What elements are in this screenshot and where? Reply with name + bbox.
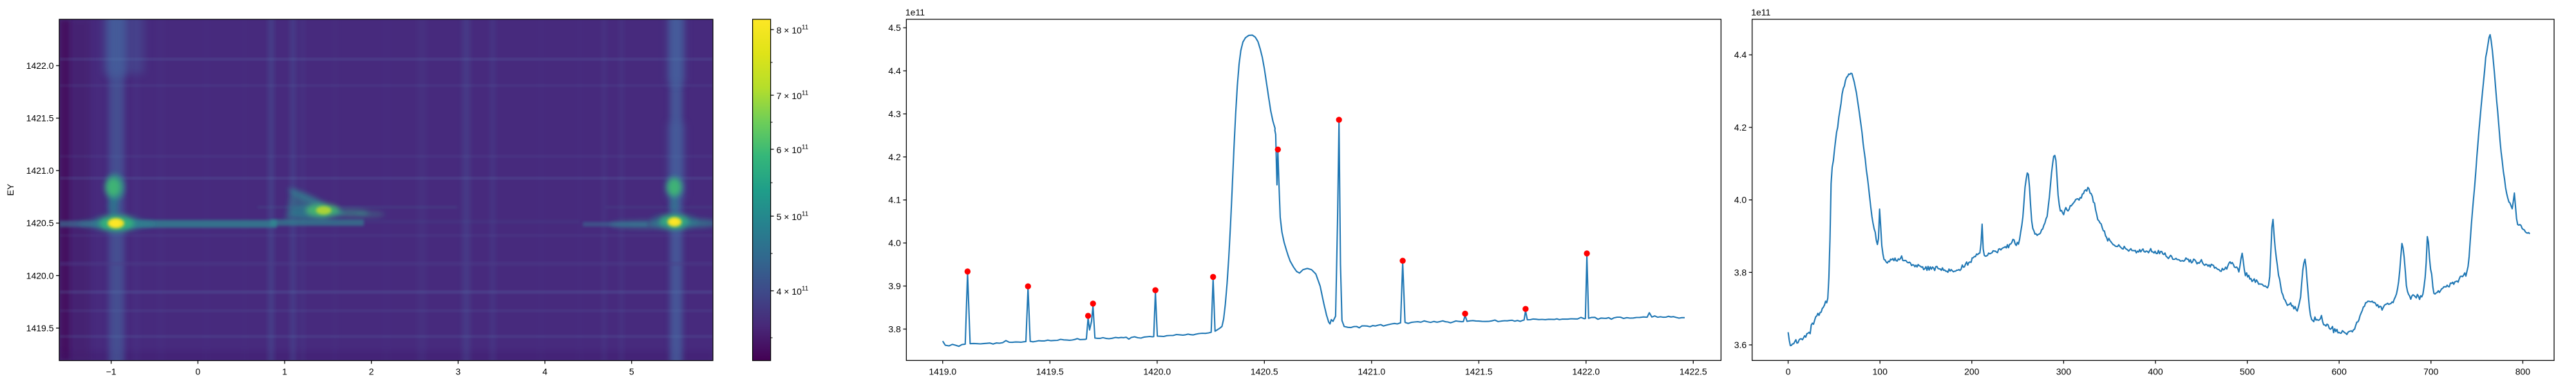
svg-text:5 × 1011: 5 × 1011 [777, 211, 809, 223]
svg-text:3: 3 [456, 367, 461, 377]
svg-text:−1: −1 [106, 367, 117, 377]
svg-text:600: 600 [2332, 366, 2347, 376]
svg-text:1e11: 1e11 [905, 7, 925, 17]
svg-text:2: 2 [369, 367, 374, 377]
svg-text:700: 700 [2423, 366, 2439, 376]
svg-text:1e11: 1e11 [1751, 7, 1770, 17]
svg-text:8 × 1011: 8 × 1011 [777, 24, 809, 36]
svg-text:1420.5: 1420.5 [1251, 366, 1278, 376]
svg-text:300: 300 [2056, 366, 2072, 376]
svg-text:1421.5: 1421.5 [26, 113, 54, 124]
svg-text:EY: EY [5, 183, 15, 196]
svg-text:4.4: 4.4 [888, 66, 901, 76]
svg-text:6 × 1011: 6 × 1011 [777, 144, 809, 156]
svg-text:4.1: 4.1 [888, 195, 901, 205]
svg-text:3.9: 3.9 [888, 281, 901, 291]
svg-text:4.4: 4.4 [1734, 50, 1747, 60]
svg-text:3.6: 3.6 [1734, 340, 1747, 350]
svg-text:0: 0 [195, 367, 200, 377]
svg-text:1421.5: 1421.5 [1465, 366, 1493, 376]
svg-text:4.2: 4.2 [1734, 122, 1747, 133]
svg-text:4.3: 4.3 [888, 109, 901, 119]
svg-text:4.0: 4.0 [888, 238, 901, 248]
svg-text:1420.0: 1420.0 [1143, 366, 1171, 376]
svg-text:1419.5: 1419.5 [1036, 366, 1064, 376]
svg-text:5: 5 [629, 367, 634, 377]
svg-text:1420.0: 1420.0 [26, 270, 54, 280]
svg-text:4.5: 4.5 [888, 23, 901, 33]
svg-text:3.8: 3.8 [1734, 267, 1747, 277]
svg-text:1422.5: 1422.5 [1680, 366, 1707, 376]
svg-text:1421.0: 1421.0 [26, 165, 54, 176]
svg-text:4.2: 4.2 [888, 152, 901, 162]
svg-text:500: 500 [2240, 366, 2255, 376]
svg-text:0: 0 [1786, 366, 1791, 376]
svg-text:4.0: 4.0 [1734, 195, 1747, 205]
svg-text:400: 400 [2148, 366, 2163, 376]
svg-text:4 × 1011: 4 × 1011 [777, 286, 809, 297]
svg-text:1421.0: 1421.0 [1358, 366, 1385, 376]
svg-text:1422.0: 1422.0 [1572, 366, 1600, 376]
svg-text:1: 1 [282, 367, 287, 377]
svg-text:100: 100 [1873, 366, 1888, 376]
svg-text:3.8: 3.8 [888, 324, 901, 334]
svg-text:800: 800 [2515, 366, 2531, 376]
svg-text:1422.0: 1422.0 [26, 60, 54, 71]
svg-text:1419.0: 1419.0 [929, 366, 956, 376]
svg-text:4: 4 [542, 367, 547, 377]
svg-text:200: 200 [1964, 366, 1980, 376]
svg-text:1420.5: 1420.5 [26, 218, 54, 228]
svg-text:1419.5: 1419.5 [26, 323, 54, 333]
svg-text:7 × 1011: 7 × 1011 [777, 90, 809, 102]
